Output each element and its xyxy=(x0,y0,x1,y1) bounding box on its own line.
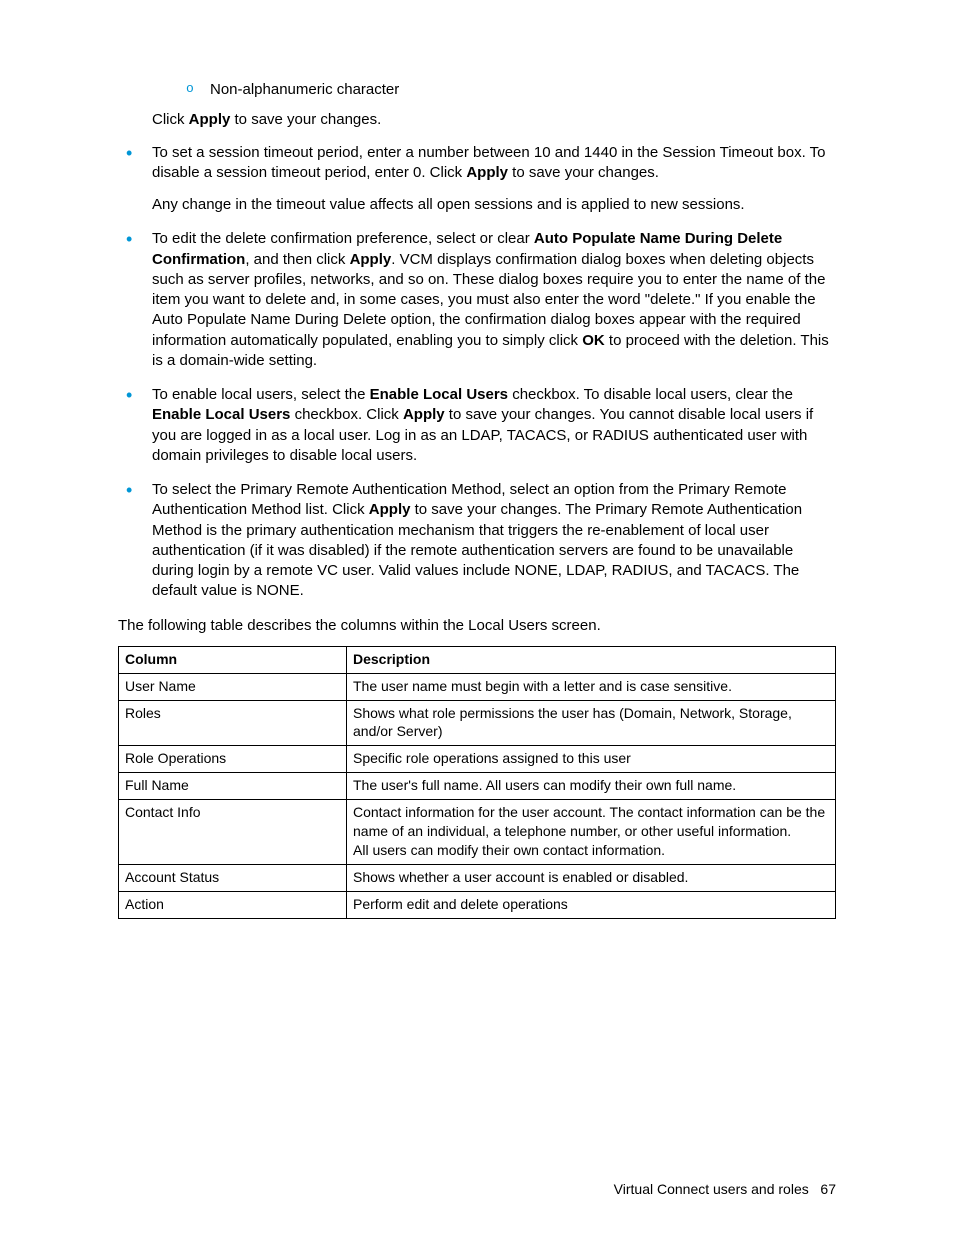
local-users-table: Column Description User Name The user na… xyxy=(118,646,836,919)
cell-column: Full Name xyxy=(119,773,347,800)
table-row: Action Perform edit and delete operation… xyxy=(119,891,836,918)
text: All users can modify their own contact i… xyxy=(353,842,665,858)
bullet-subpara: Any change in the timeout value affects … xyxy=(152,195,836,215)
text: Any change in the timeout value affects … xyxy=(152,196,745,213)
cell-column: Roles xyxy=(119,700,347,746)
sublist-text: Non-alphanumeric character xyxy=(210,81,399,98)
cell-description: Contact information for the user account… xyxy=(347,800,836,865)
text: checkbox. To disable local users, clear … xyxy=(508,386,793,403)
text: Click xyxy=(152,111,189,128)
bold-text: Apply xyxy=(189,111,231,128)
table-row: Contact Info Contact information for the… xyxy=(119,800,836,865)
text: checkbox. Click xyxy=(290,406,403,423)
bold-text: Enable Local Users xyxy=(152,406,290,423)
sublist-item: Non-alphanumeric character xyxy=(186,80,836,100)
bullet-para: To set a session timeout period, enter a… xyxy=(152,143,836,184)
bold-text: Apply xyxy=(466,164,508,181)
text: to save your changes. xyxy=(508,164,659,181)
bullet-para: To edit the delete confirmation preferen… xyxy=(152,229,836,371)
table-header-column: Column xyxy=(119,646,347,673)
text: , and then click xyxy=(245,251,349,268)
footer-text: Virtual Connect users and roles xyxy=(614,1181,809,1197)
cell-description: The user name must begin with a letter a… xyxy=(347,673,836,700)
page-number: 67 xyxy=(820,1181,836,1197)
text: to save your changes. xyxy=(230,111,381,128)
table-row: Account Status Shows whether a user acco… xyxy=(119,864,836,891)
main-list: To set a session timeout period, enter a… xyxy=(118,143,836,602)
cell-column: Account Status xyxy=(119,864,347,891)
bold-text: OK xyxy=(582,332,605,349)
cell-description: The user's full name. All users can modi… xyxy=(347,773,836,800)
bullet-primary-remote-auth: To select the Primary Remote Authenticat… xyxy=(118,480,836,602)
bullet-session-timeout: To set a session timeout period, enter a… xyxy=(118,143,836,216)
bold-text: Apply xyxy=(350,251,392,268)
cell-column: Contact Info xyxy=(119,800,347,865)
text: The following table describes the column… xyxy=(118,617,601,634)
bullet-para: To select the Primary Remote Authenticat… xyxy=(152,480,836,602)
bold-text: Apply xyxy=(369,501,411,518)
page: Non-alphanumeric character Click Apply t… xyxy=(0,0,954,1235)
table-intro: The following table describes the column… xyxy=(118,616,836,636)
footer: Virtual Connect users and roles 67 xyxy=(614,1180,836,1199)
table-row: User Name The user name must begin with … xyxy=(119,673,836,700)
cell-column: Role Operations xyxy=(119,746,347,773)
table-row: Role Operations Specific role operations… xyxy=(119,746,836,773)
text: To enable local users, select the xyxy=(152,386,370,403)
bold-text: Apply xyxy=(403,406,445,423)
table-row: Full Name The user's full name. All user… xyxy=(119,773,836,800)
bold-text: Enable Local Users xyxy=(370,386,508,403)
bullet-local-users: To enable local users, select the Enable… xyxy=(118,385,836,466)
bullet-delete-confirmation: To edit the delete confirmation preferen… xyxy=(118,229,836,371)
table-header-row: Column Description xyxy=(119,646,836,673)
cell-description: Specific role operations assigned to thi… xyxy=(347,746,836,773)
text: Contact information for the user account… xyxy=(353,804,825,839)
text: To edit the delete confirmation preferen… xyxy=(152,230,534,247)
click-apply-line: Click Apply to save your changes. xyxy=(152,110,836,130)
cell-description: Shows what role permissions the user has… xyxy=(347,700,836,746)
cell-column: User Name xyxy=(119,673,347,700)
bullet-para: To enable local users, select the Enable… xyxy=(152,385,836,466)
cell-column: Action xyxy=(119,891,347,918)
cell-description: Shows whether a user account is enabled … xyxy=(347,864,836,891)
cell-description: Perform edit and delete operations xyxy=(347,891,836,918)
table-row: Roles Shows what role permissions the us… xyxy=(119,700,836,746)
table-header-description: Description xyxy=(347,646,836,673)
sublist: Non-alphanumeric character xyxy=(186,80,836,100)
